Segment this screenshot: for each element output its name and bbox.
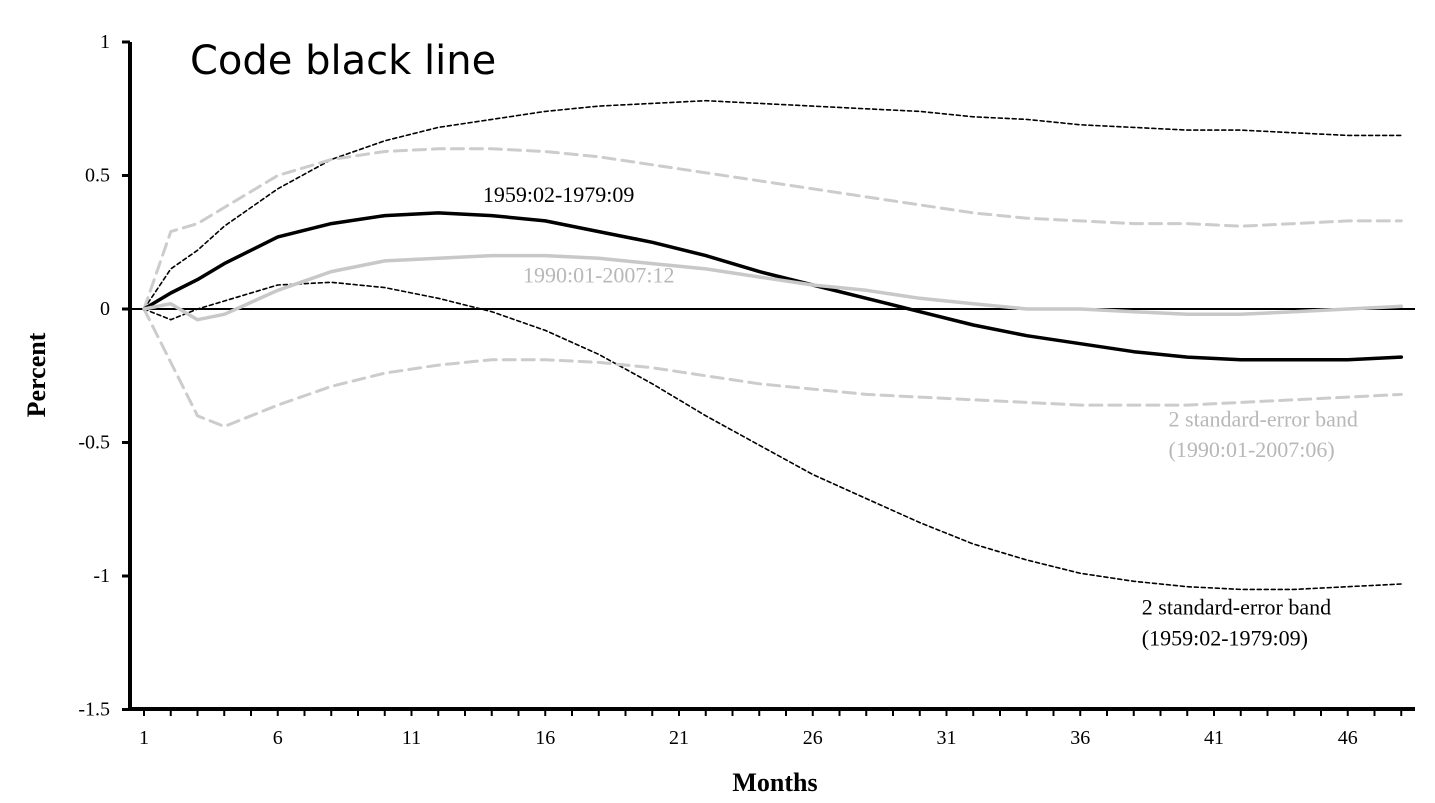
x-tick-label: 31: [937, 727, 957, 749]
x-tick-label: 6: [273, 727, 283, 749]
series-line-3: [143, 281, 1403, 591]
annotation-label: 2 standard-error band: [1169, 406, 1358, 431]
annotation-label: (1990:01-2007:06): [1169, 437, 1335, 462]
x-tick-label: 46: [1338, 727, 1358, 749]
y-axis-title: Percent: [22, 332, 51, 417]
annotation-layer: 1959:02-1979:09 1990:01-2007:12 2 standard…: [483, 182, 1358, 650]
y-tick-label: 0: [100, 298, 110, 320]
x-tick-label: 36: [1070, 727, 1090, 749]
annotation-label: 1959:02-1979:09: [483, 182, 635, 207]
series-line-2: [143, 99, 1403, 310]
x-tick-label: 21: [669, 727, 689, 749]
annotation-label: 2 standard-error band: [1142, 595, 1331, 620]
y-tick-label: 1: [100, 31, 110, 53]
x-tick-label: 26: [803, 727, 823, 749]
x-tick-label: 16: [535, 727, 555, 749]
x-tick-label: 11: [402, 727, 421, 749]
y-tick-label: -0.5: [78, 432, 110, 454]
y-tick-label: -1: [93, 565, 110, 587]
annotation-label: (1959:02-1979:09): [1142, 625, 1308, 650]
overlay-title: Code black line: [190, 38, 497, 84]
x-axis-title: Months: [732, 768, 817, 797]
axes-layer: 10.50-0.5-1-1.51 6 11 16 21 26 31 36 41 46: [78, 31, 1415, 749]
series-line-5: [142, 307, 1403, 428]
x-tick-label: 1: [139, 727, 149, 749]
y-tick-label: -1.5: [78, 699, 110, 721]
annotation-label: 1990:01-2007:12: [523, 262, 675, 287]
x-tick-label: 41: [1204, 727, 1224, 749]
series-line-1: [142, 253, 1404, 322]
series-layer: [130, 99, 1415, 591]
series-line-0: [142, 211, 1404, 362]
y-tick-label: 0.5: [85, 165, 110, 187]
series-line-4: [142, 147, 1403, 311]
